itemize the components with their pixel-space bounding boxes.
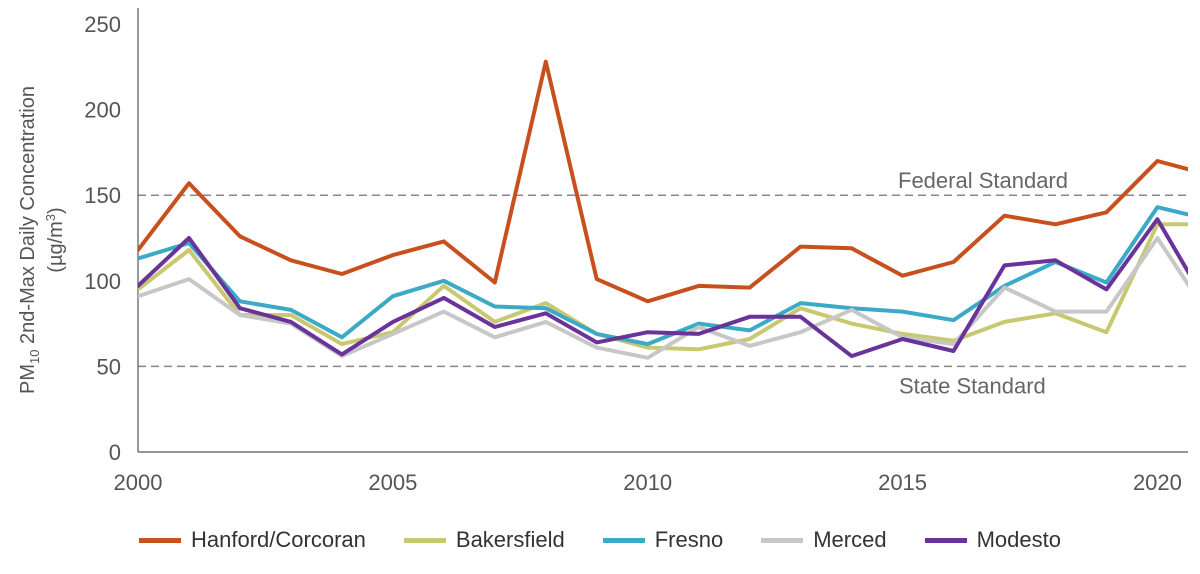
y-tick-label: 150 (84, 183, 121, 208)
y-tick-label: 250 (84, 12, 121, 37)
legend-item-fresno: Fresno (602, 527, 724, 553)
legend-label: Modesto (976, 527, 1061, 552)
x-tick-label: 2020 (1133, 470, 1182, 495)
legend-label: Fresno (654, 527, 724, 552)
series-line-hanford-corcoran (138, 59, 1188, 304)
y-axis-title-line1: PM10 2nd-Max Daily Concentration (17, 86, 42, 394)
y-axis-label: PM10 2nd-Max Daily Concentration (µg/m3) (17, 86, 67, 394)
y-tick-label: 100 (84, 269, 121, 294)
y-tick-label: 200 (84, 98, 121, 123)
legend: Hanford/Corcoran Bakersfield Fresno Merced M… (0, 527, 1200, 553)
legend-swatch (403, 537, 446, 543)
legend-label: Hanford/Corcoran (191, 527, 366, 552)
reference-lines: Federal Standard State Standard (138, 168, 1188, 398)
legend-item-merced: Merced (761, 527, 887, 553)
y-tick-label: 50 (97, 354, 121, 379)
x-tick-label: 2010 (623, 470, 672, 495)
series-line-bakersfield (138, 222, 1188, 352)
legend-item-hanford-corcoran: Hanford/Corcoran (139, 527, 366, 553)
legend-swatch (761, 537, 804, 543)
x-tick-label: 2000 (114, 470, 163, 495)
reference-line-label-0: Federal Standard (898, 168, 1068, 193)
legend-item-bakersfield: Bakersfield (403, 527, 565, 553)
x-tick-label: 2005 (368, 470, 417, 495)
y-tick-labels: 0 50 100 150 200 250 (84, 12, 121, 465)
x-tick-label: 2015 (878, 470, 927, 495)
legend-item-modesto: Modesto (924, 527, 1061, 553)
x-tick-labels: 2000 2005 2010 2015 2020 (114, 470, 1182, 495)
axes (137, 8, 1188, 453)
legend-swatch (924, 537, 967, 543)
series-line-fresno (138, 205, 1188, 347)
series-line-modesto (138, 217, 1188, 359)
y-tick-label: 0 (109, 440, 121, 465)
legend-label: Bakersfield (455, 527, 565, 552)
legend-swatch (139, 537, 182, 543)
legend-swatch (602, 537, 645, 543)
series-lines (138, 59, 1188, 360)
legend-label: Merced (813, 527, 887, 552)
reference-line-label-1: State Standard (899, 373, 1046, 398)
series-line-merced (138, 236, 1188, 360)
y-axis-title-line2: (µg/m3) (43, 207, 67, 272)
